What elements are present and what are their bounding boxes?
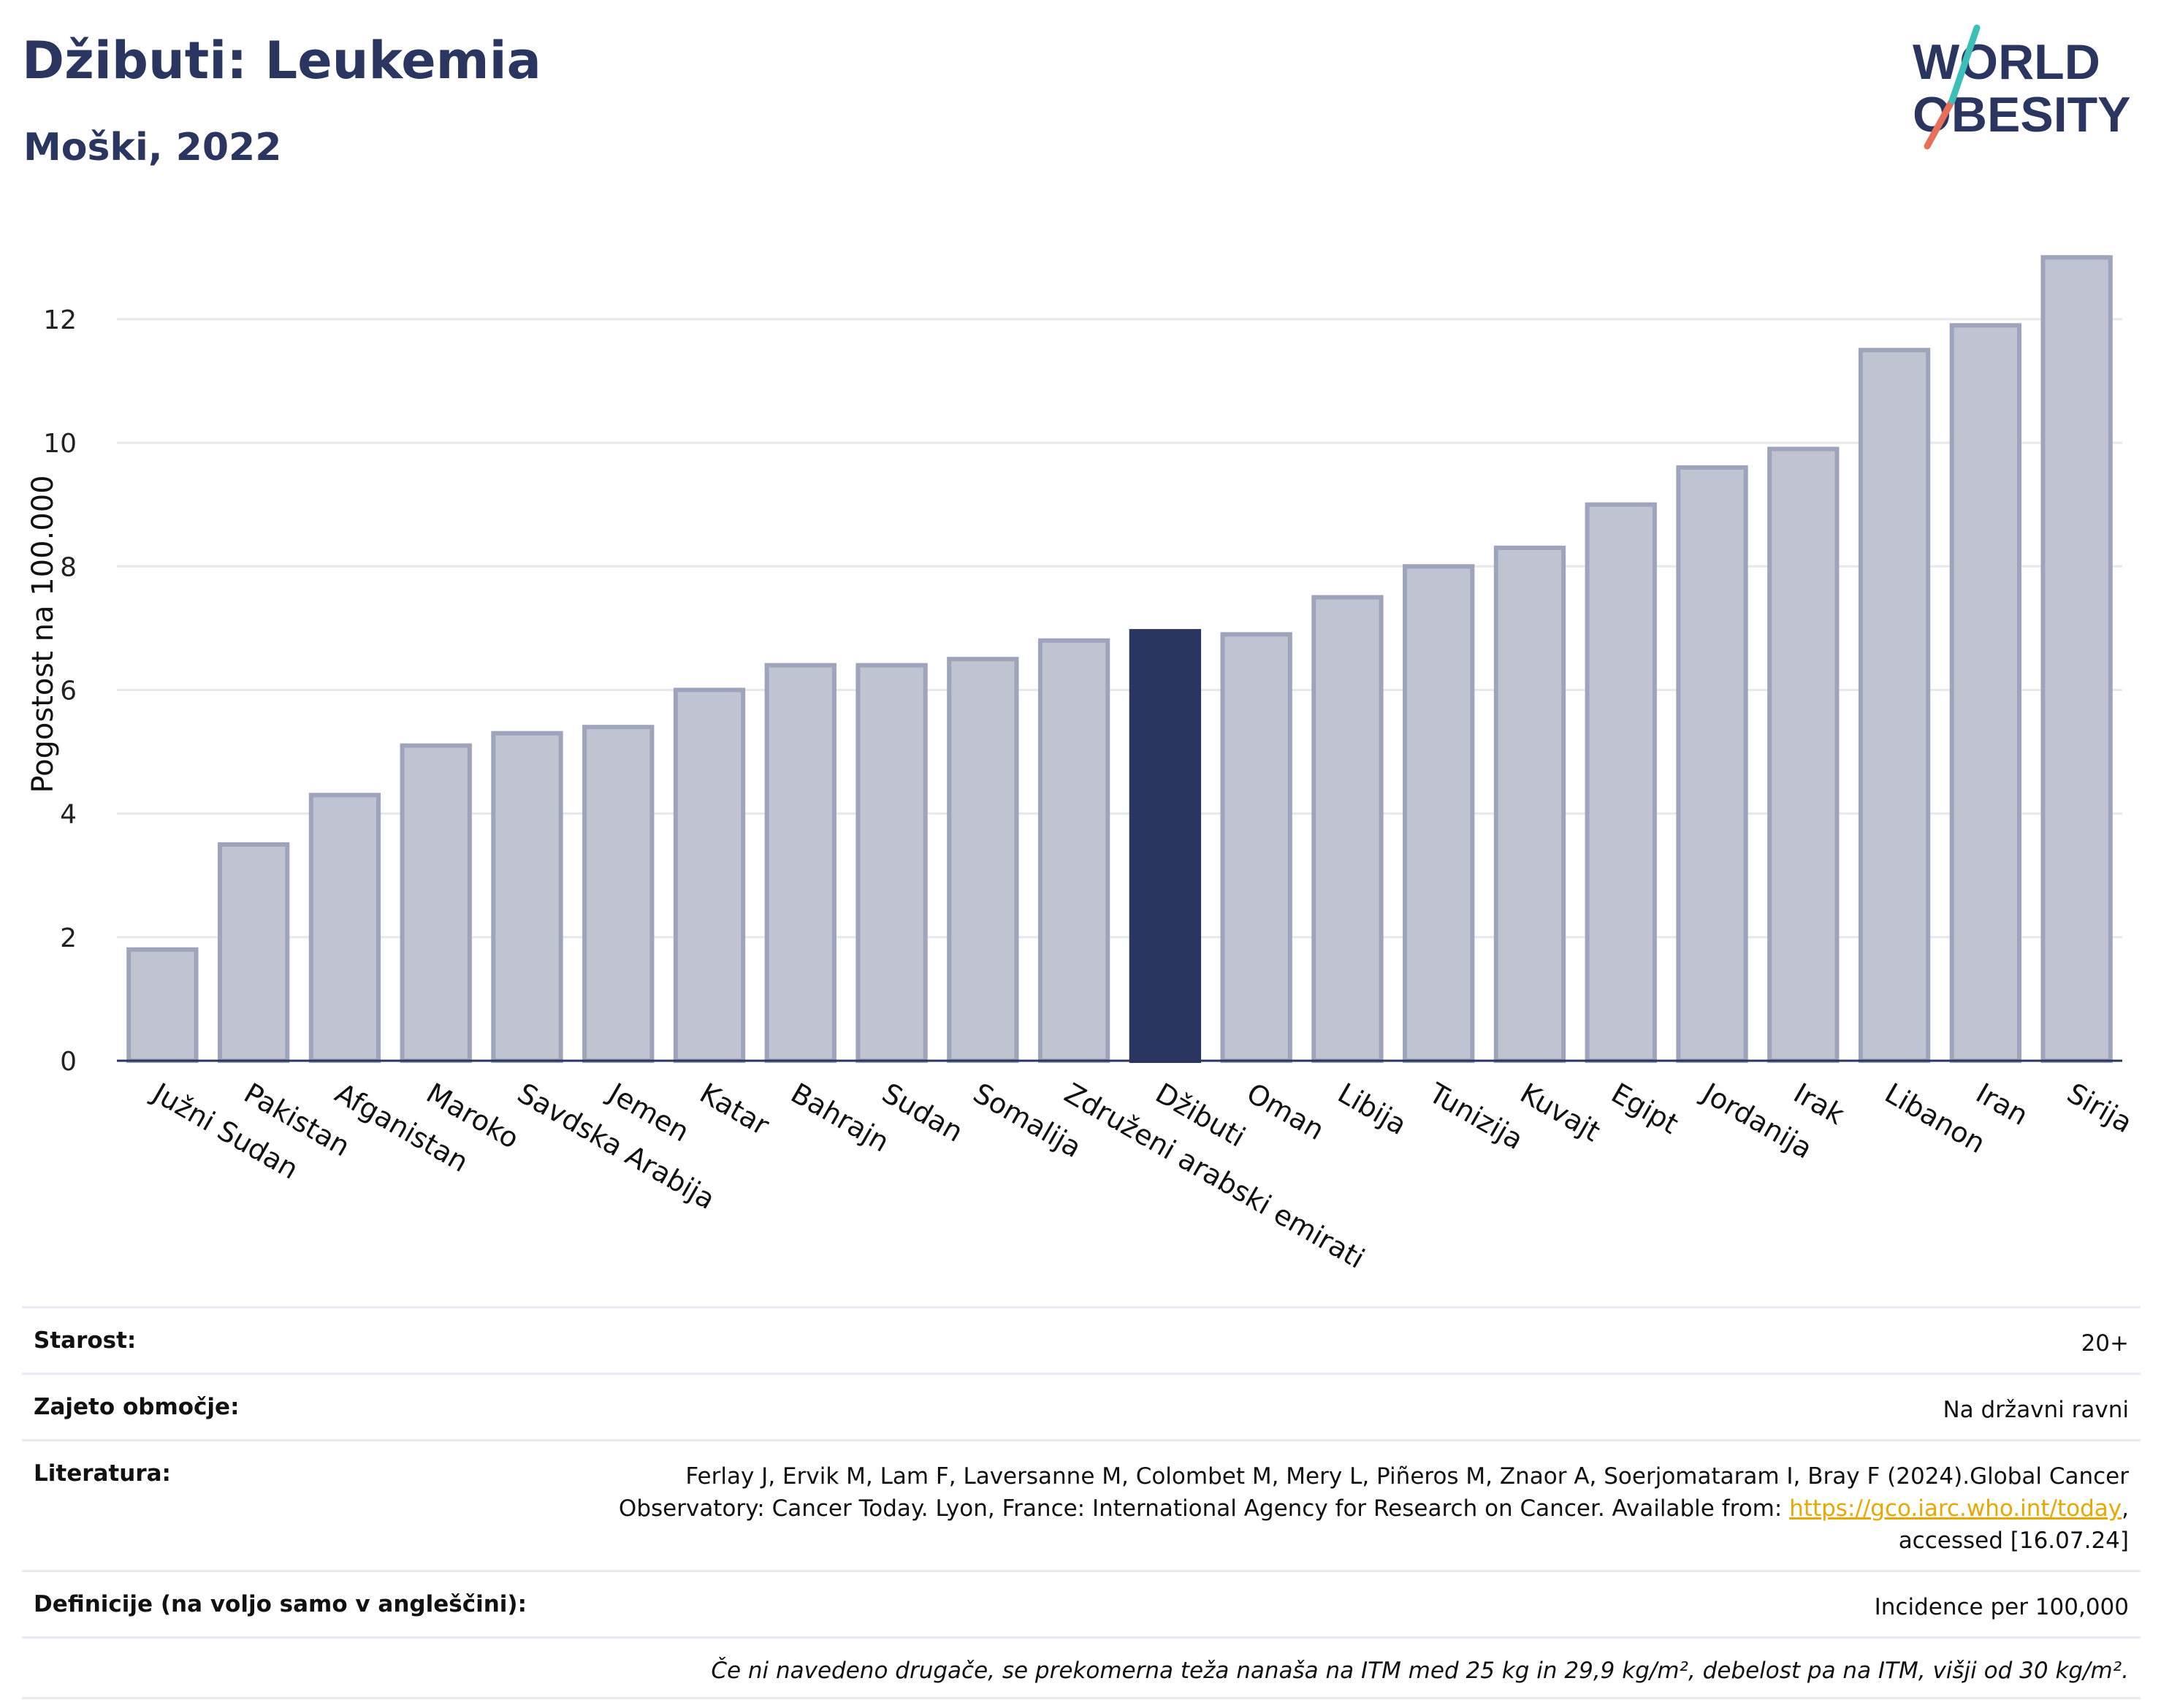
x-tick-label: Sirija: [2062, 1077, 2138, 1139]
x-tick-label: Libija: [1333, 1077, 1412, 1141]
bar-katar: [673, 687, 746, 1063]
x-tick-label: Kuvajt: [1514, 1077, 1605, 1148]
x-tick-label: Egipt: [1606, 1077, 1684, 1140]
bar-somalija: [947, 657, 1019, 1063]
bar-afganistan: [308, 793, 381, 1063]
x-tick-label: Iran: [1970, 1077, 2033, 1132]
literature-line1: Ferlay J, Ervik M, Lam F, Laversanne M, …: [685, 1463, 2129, 1490]
meta-row-literature: Literatura: Ferlay J, Ervik M, Lam F, La…: [22, 1439, 2141, 1570]
literature-value: Ferlay J, Ervik M, Lam F, Laversanne M, …: [619, 1460, 2129, 1557]
bar-oman: [1220, 632, 1292, 1063]
bar-kuvajt: [1493, 545, 1566, 1063]
bar-iran: [1949, 323, 2022, 1063]
world-obesity-logo: WORLD OBESITY: [1913, 24, 2131, 150]
literature-line2-end: ,: [2122, 1495, 2129, 1522]
bar-libija: [1311, 595, 1384, 1063]
metadata-table: Starost: 20+ Zajeto območje: Na državni …: [22, 1306, 2141, 1699]
age-label: Starost:: [34, 1327, 137, 1354]
meta-row-note: Če ni navedeno drugače, se prekomerna te…: [22, 1636, 2141, 1699]
meta-row-age: Starost: 20+: [22, 1306, 2141, 1373]
literature-line2: Observatory: Cancer Today. Lyon, France:…: [618, 1495, 1790, 1522]
obesity-definition-note: Če ni navedeno drugače, se prekomerna te…: [711, 1658, 2129, 1684]
literature-label: Literatura:: [34, 1460, 171, 1487]
bar-bahrajn: [764, 663, 836, 1063]
y-tick-label: 2: [60, 923, 77, 953]
bar-združeni-arabski-emirati: [1037, 638, 1110, 1063]
y-tick-label: 0: [60, 1047, 77, 1077]
meta-row-definitions: Definicije (na voljo samo v angleščini):…: [22, 1570, 2141, 1636]
y-tick-label: 10: [43, 429, 77, 459]
definitions-value: Incidence per 100,000: [1874, 1594, 2129, 1620]
definitions-label: Definicije (na voljo samo v angleščini):: [34, 1591, 527, 1617]
bar-egipt: [1585, 502, 1657, 1063]
bars: [126, 255, 2113, 1064]
bar-savdska-arabija: [491, 731, 563, 1063]
bar-pakistan: [217, 842, 290, 1063]
x-tick-label: Tunizija: [1423, 1076, 1529, 1156]
page-subtitle: Moški, 2022: [23, 126, 282, 169]
y-axis-label: Pogostost na 100.000: [26, 475, 60, 793]
coverage-value: Na državni ravni: [1943, 1397, 2129, 1423]
page-title: Džibuti: Leukemia: [22, 31, 541, 91]
bar-chart: 0 2 4 6 8 10 12 Južni SudanPakistanAfganistanM…: [26, 255, 2138, 1275]
bar-južni-sudan: [126, 947, 199, 1063]
y-tick-label: 12: [43, 305, 77, 335]
x-tick-labels: Južni SudanPakistanAfganistanMarokoSavds…: [146, 1076, 2138, 1275]
bar-sirija: [2040, 255, 2113, 1064]
literature-link[interactable]: https://gco.iarc.who.int/today: [1789, 1495, 2122, 1522]
bar-jemen: [582, 725, 655, 1063]
meta-row-coverage: Zajeto območje: Na državni ravni: [22, 1373, 2141, 1439]
bar-džibuti: [1129, 629, 1202, 1063]
y-tick-labels: 0 2 4 6 8 10 12: [43, 305, 77, 1077]
y-tick-label: 8: [60, 552, 77, 582]
bar-tunizija: [1403, 564, 1475, 1063]
x-tick-label: Bahrajn: [785, 1077, 894, 1159]
x-tick-label: Katar: [695, 1077, 775, 1142]
bar-libanon: [1858, 348, 1931, 1063]
coverage-label: Zajeto območje:: [34, 1394, 240, 1420]
literature-line3: accessed [16.07.24]: [1898, 1528, 2129, 1554]
logo-line2: OBESITY: [1913, 87, 2131, 142]
y-tick-label: 4: [60, 800, 77, 830]
x-tick-label: Libanon: [1880, 1077, 1991, 1159]
bar-sudan: [855, 663, 928, 1063]
x-tick-label: Oman: [1241, 1077, 1330, 1146]
x-tick-label: Irak: [1788, 1077, 1850, 1131]
y-tick-label: 6: [60, 676, 77, 706]
bar-maroko: [400, 743, 472, 1063]
logo-line1: WORLD: [1913, 34, 2100, 90]
bar-jordanija: [1676, 465, 1748, 1063]
bar-irak: [1767, 446, 1840, 1063]
age-value: 20+: [2081, 1330, 2129, 1357]
